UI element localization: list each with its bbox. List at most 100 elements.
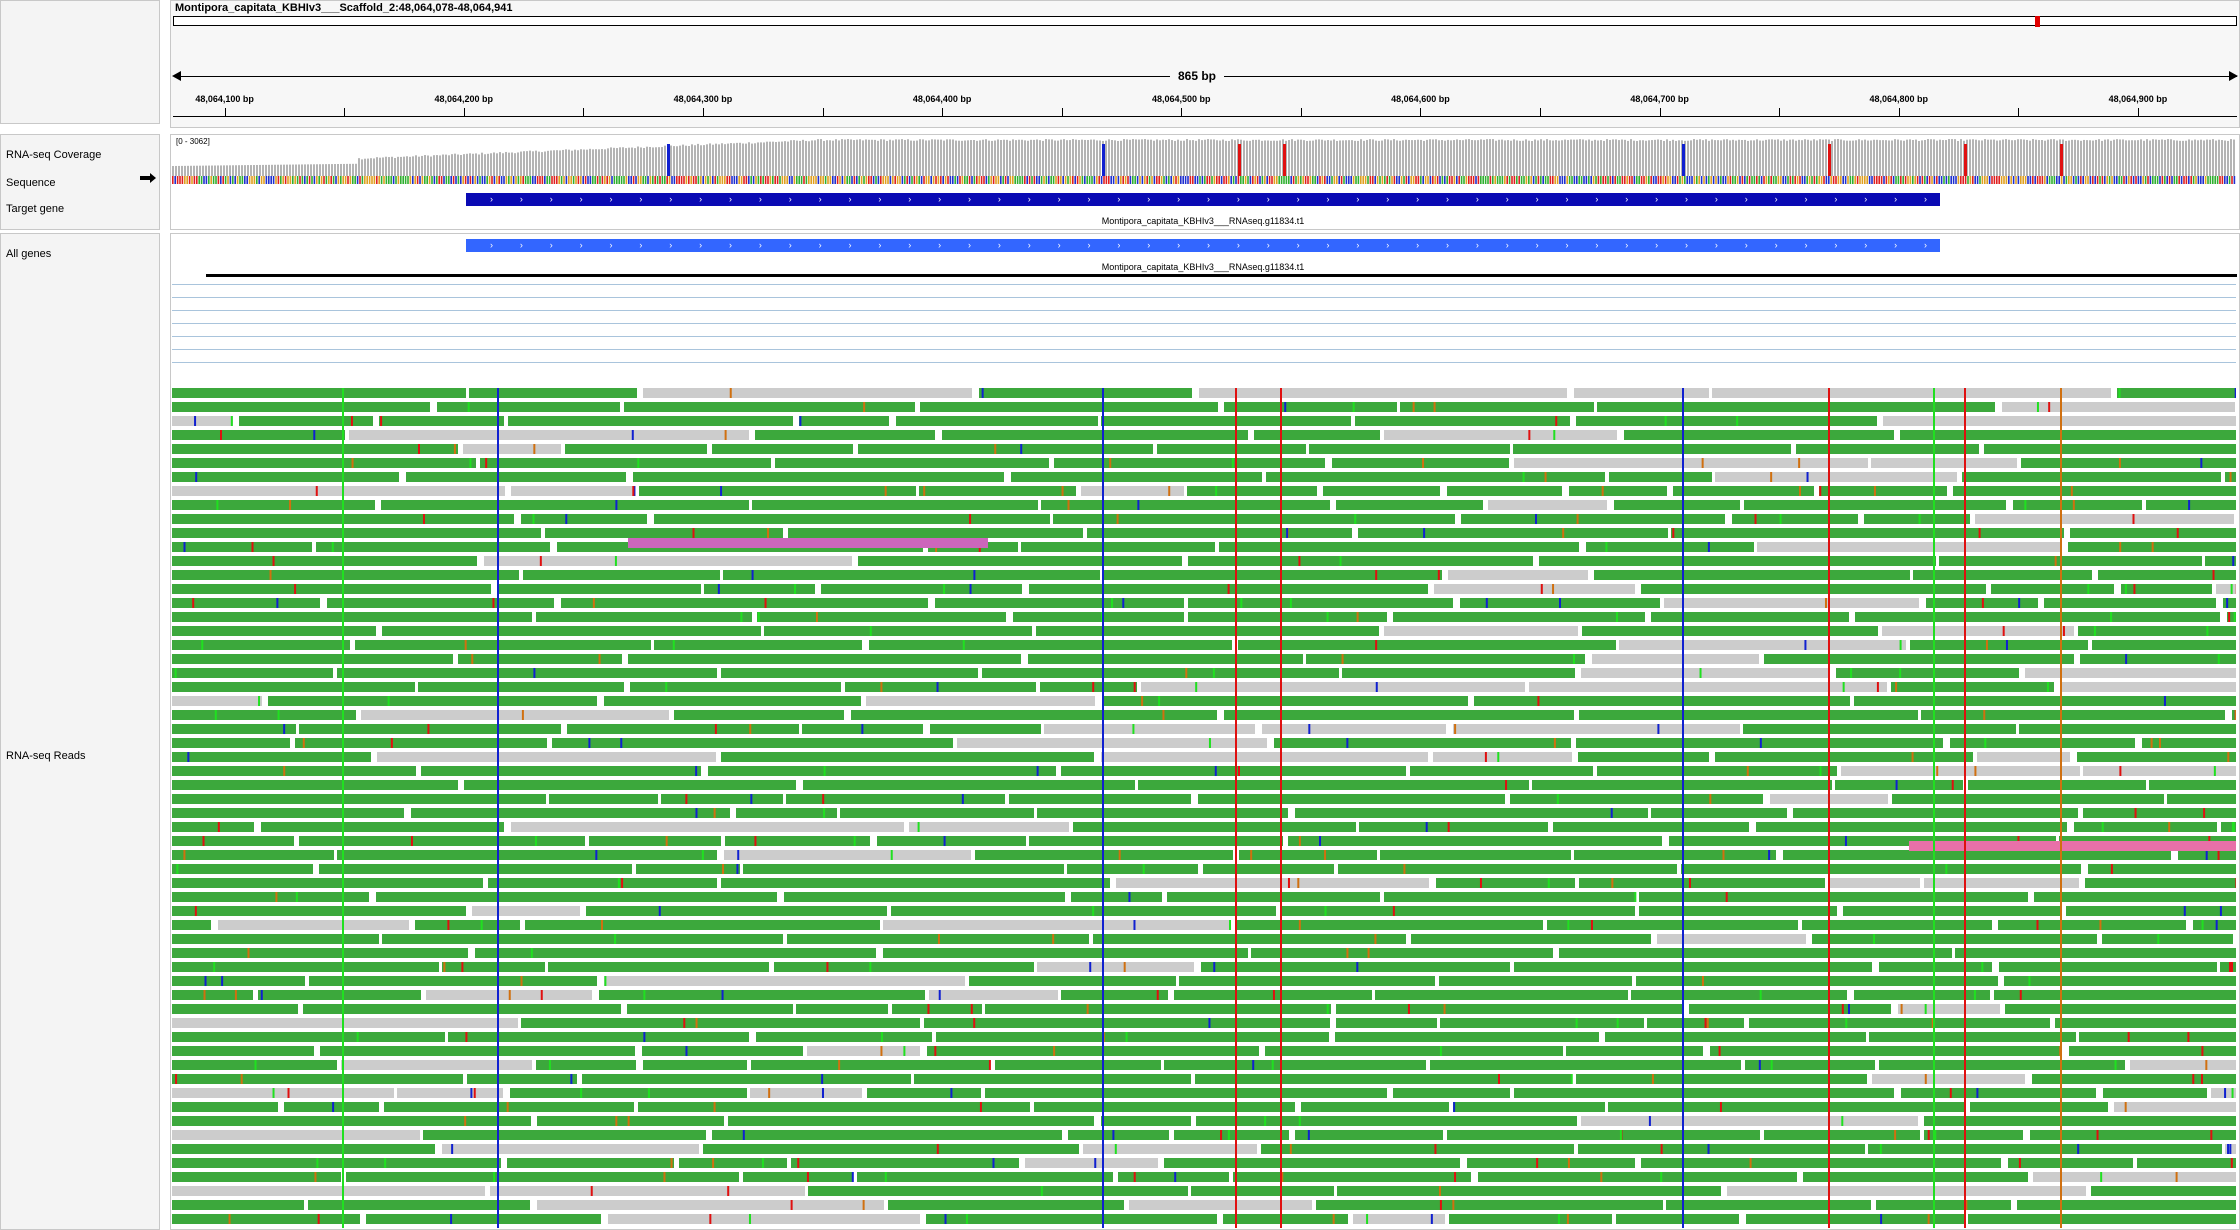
all-genes-track-label[interactable]: All genes xyxy=(6,248,52,260)
read-mismatch xyxy=(294,584,297,594)
read xyxy=(654,640,862,650)
coverage-bar xyxy=(526,151,528,176)
coverage-bar xyxy=(967,140,969,176)
sequence-base xyxy=(644,176,647,184)
chromosome-ideogram[interactable] xyxy=(173,16,2237,26)
sequence-base xyxy=(1535,176,1537,184)
sequence-base xyxy=(1081,176,1084,184)
read-mismatch xyxy=(1547,878,1550,888)
read xyxy=(536,1060,636,1070)
read-mismatch xyxy=(1185,668,1188,678)
sequence-base xyxy=(1388,176,1391,184)
sequence-base xyxy=(822,176,824,184)
read-mismatch xyxy=(1392,906,1395,916)
sequence-track[interactable] xyxy=(172,176,2236,184)
sequence-base xyxy=(1969,176,1972,184)
sequence-base xyxy=(1676,176,1679,184)
coverage-bar xyxy=(2161,139,2163,176)
sequence-base xyxy=(457,176,460,184)
sequence-base xyxy=(2113,176,2116,184)
sequence-strand-arrow-icon[interactable] xyxy=(140,176,152,180)
coverage-bar xyxy=(1588,139,1590,176)
coverage-track-label[interactable]: RNA-seq Coverage xyxy=(6,149,102,161)
sequence-base xyxy=(815,176,817,184)
sequence-track-label[interactable]: Sequence xyxy=(6,177,56,189)
read-mismatch xyxy=(277,710,280,720)
strand-chevron-icon: › xyxy=(1864,240,1868,250)
read xyxy=(1854,696,2236,706)
coverage-histogram[interactable] xyxy=(172,136,2236,176)
sequence-base xyxy=(1741,176,1744,184)
read xyxy=(525,920,880,930)
read-mismatch xyxy=(548,1060,551,1070)
read-mismatch xyxy=(506,1102,509,1112)
target-gene-feature[interactable]: › › › › › › › › › › › › › › › › › › › › › › › › › › › › › › › › › › › › › › › ›… xyxy=(466,193,1940,206)
coverage-bar xyxy=(1570,139,1572,176)
coverage-bar xyxy=(2149,140,2151,176)
sequence-base xyxy=(1506,176,1508,184)
read-mismatch xyxy=(1616,1018,1619,1028)
sequence-base xyxy=(2012,176,2015,184)
reads-track-label[interactable]: RNA-seq Reads xyxy=(6,750,86,762)
read-mismatch xyxy=(422,514,425,524)
read-mismatch xyxy=(1660,1144,1663,1154)
read-mismatch xyxy=(692,528,695,538)
sequence-base xyxy=(1242,176,1244,184)
read-low-mapq xyxy=(1434,584,1635,594)
sequence-base xyxy=(1218,176,1220,184)
read-mismatch xyxy=(614,556,617,566)
coverage-bar xyxy=(2113,139,2115,176)
read xyxy=(284,1102,379,1112)
sequence-base xyxy=(1842,176,1844,184)
read xyxy=(2019,724,2236,734)
read-mismatch xyxy=(1271,1060,1274,1070)
sequence-base xyxy=(1172,176,1175,184)
read xyxy=(1756,822,2067,832)
target-gene-track-label[interactable]: Target gene xyxy=(6,203,65,215)
coverage-bar xyxy=(895,139,897,176)
coverage-bar xyxy=(1798,139,1800,176)
read xyxy=(1251,948,1553,958)
read-mismatch xyxy=(973,570,976,580)
sequence-base xyxy=(930,176,932,184)
sequence-base xyxy=(455,176,457,184)
coverage-bar xyxy=(979,140,981,176)
sequence-base xyxy=(611,176,613,184)
coverage-bar xyxy=(820,139,822,176)
coverage-bar xyxy=(550,150,552,176)
read-mismatch xyxy=(2217,654,2220,664)
read-mismatch xyxy=(1298,836,1301,846)
coverage-bar xyxy=(214,165,216,176)
read xyxy=(172,1158,501,1168)
sequence-base xyxy=(227,176,229,184)
read-low-mapq xyxy=(1657,934,1806,944)
sequence-base xyxy=(553,176,556,184)
all-genes-feature[interactable]: › › › › › › › › › › › › › › › › › › › › › › › › › › › › › › › › › › › › › › › ›… xyxy=(466,239,1940,252)
ruler-tick xyxy=(1659,108,1661,116)
read-mismatch xyxy=(1537,696,1540,706)
coverage-bar xyxy=(709,143,711,176)
sequence-base xyxy=(1631,176,1633,184)
read-mismatch xyxy=(1437,570,1440,580)
read-mismatch xyxy=(1819,486,1822,496)
coverage-bar xyxy=(2071,139,2073,176)
read xyxy=(757,612,1006,622)
sequence-base xyxy=(1976,176,1979,184)
coverage-bar xyxy=(2026,139,2028,176)
coverage-bar xyxy=(2011,140,2013,176)
read-mismatch xyxy=(1544,472,1547,482)
coverage-bar xyxy=(871,139,873,176)
read xyxy=(764,626,1032,636)
coverage-bar xyxy=(1897,139,1899,176)
sequence-base xyxy=(1902,176,1904,184)
read xyxy=(1984,444,2236,454)
sequence-base xyxy=(2017,176,2020,184)
coverage-bar xyxy=(2191,140,2193,176)
rna-seq-reads-alignment[interactable] xyxy=(172,388,2236,1230)
sequence-base xyxy=(344,176,347,184)
ruler-tick xyxy=(463,108,465,116)
sequence-base xyxy=(1261,176,1264,184)
sequence-base xyxy=(1052,176,1055,184)
read xyxy=(1188,598,1453,608)
variant-column xyxy=(1933,388,1935,1228)
